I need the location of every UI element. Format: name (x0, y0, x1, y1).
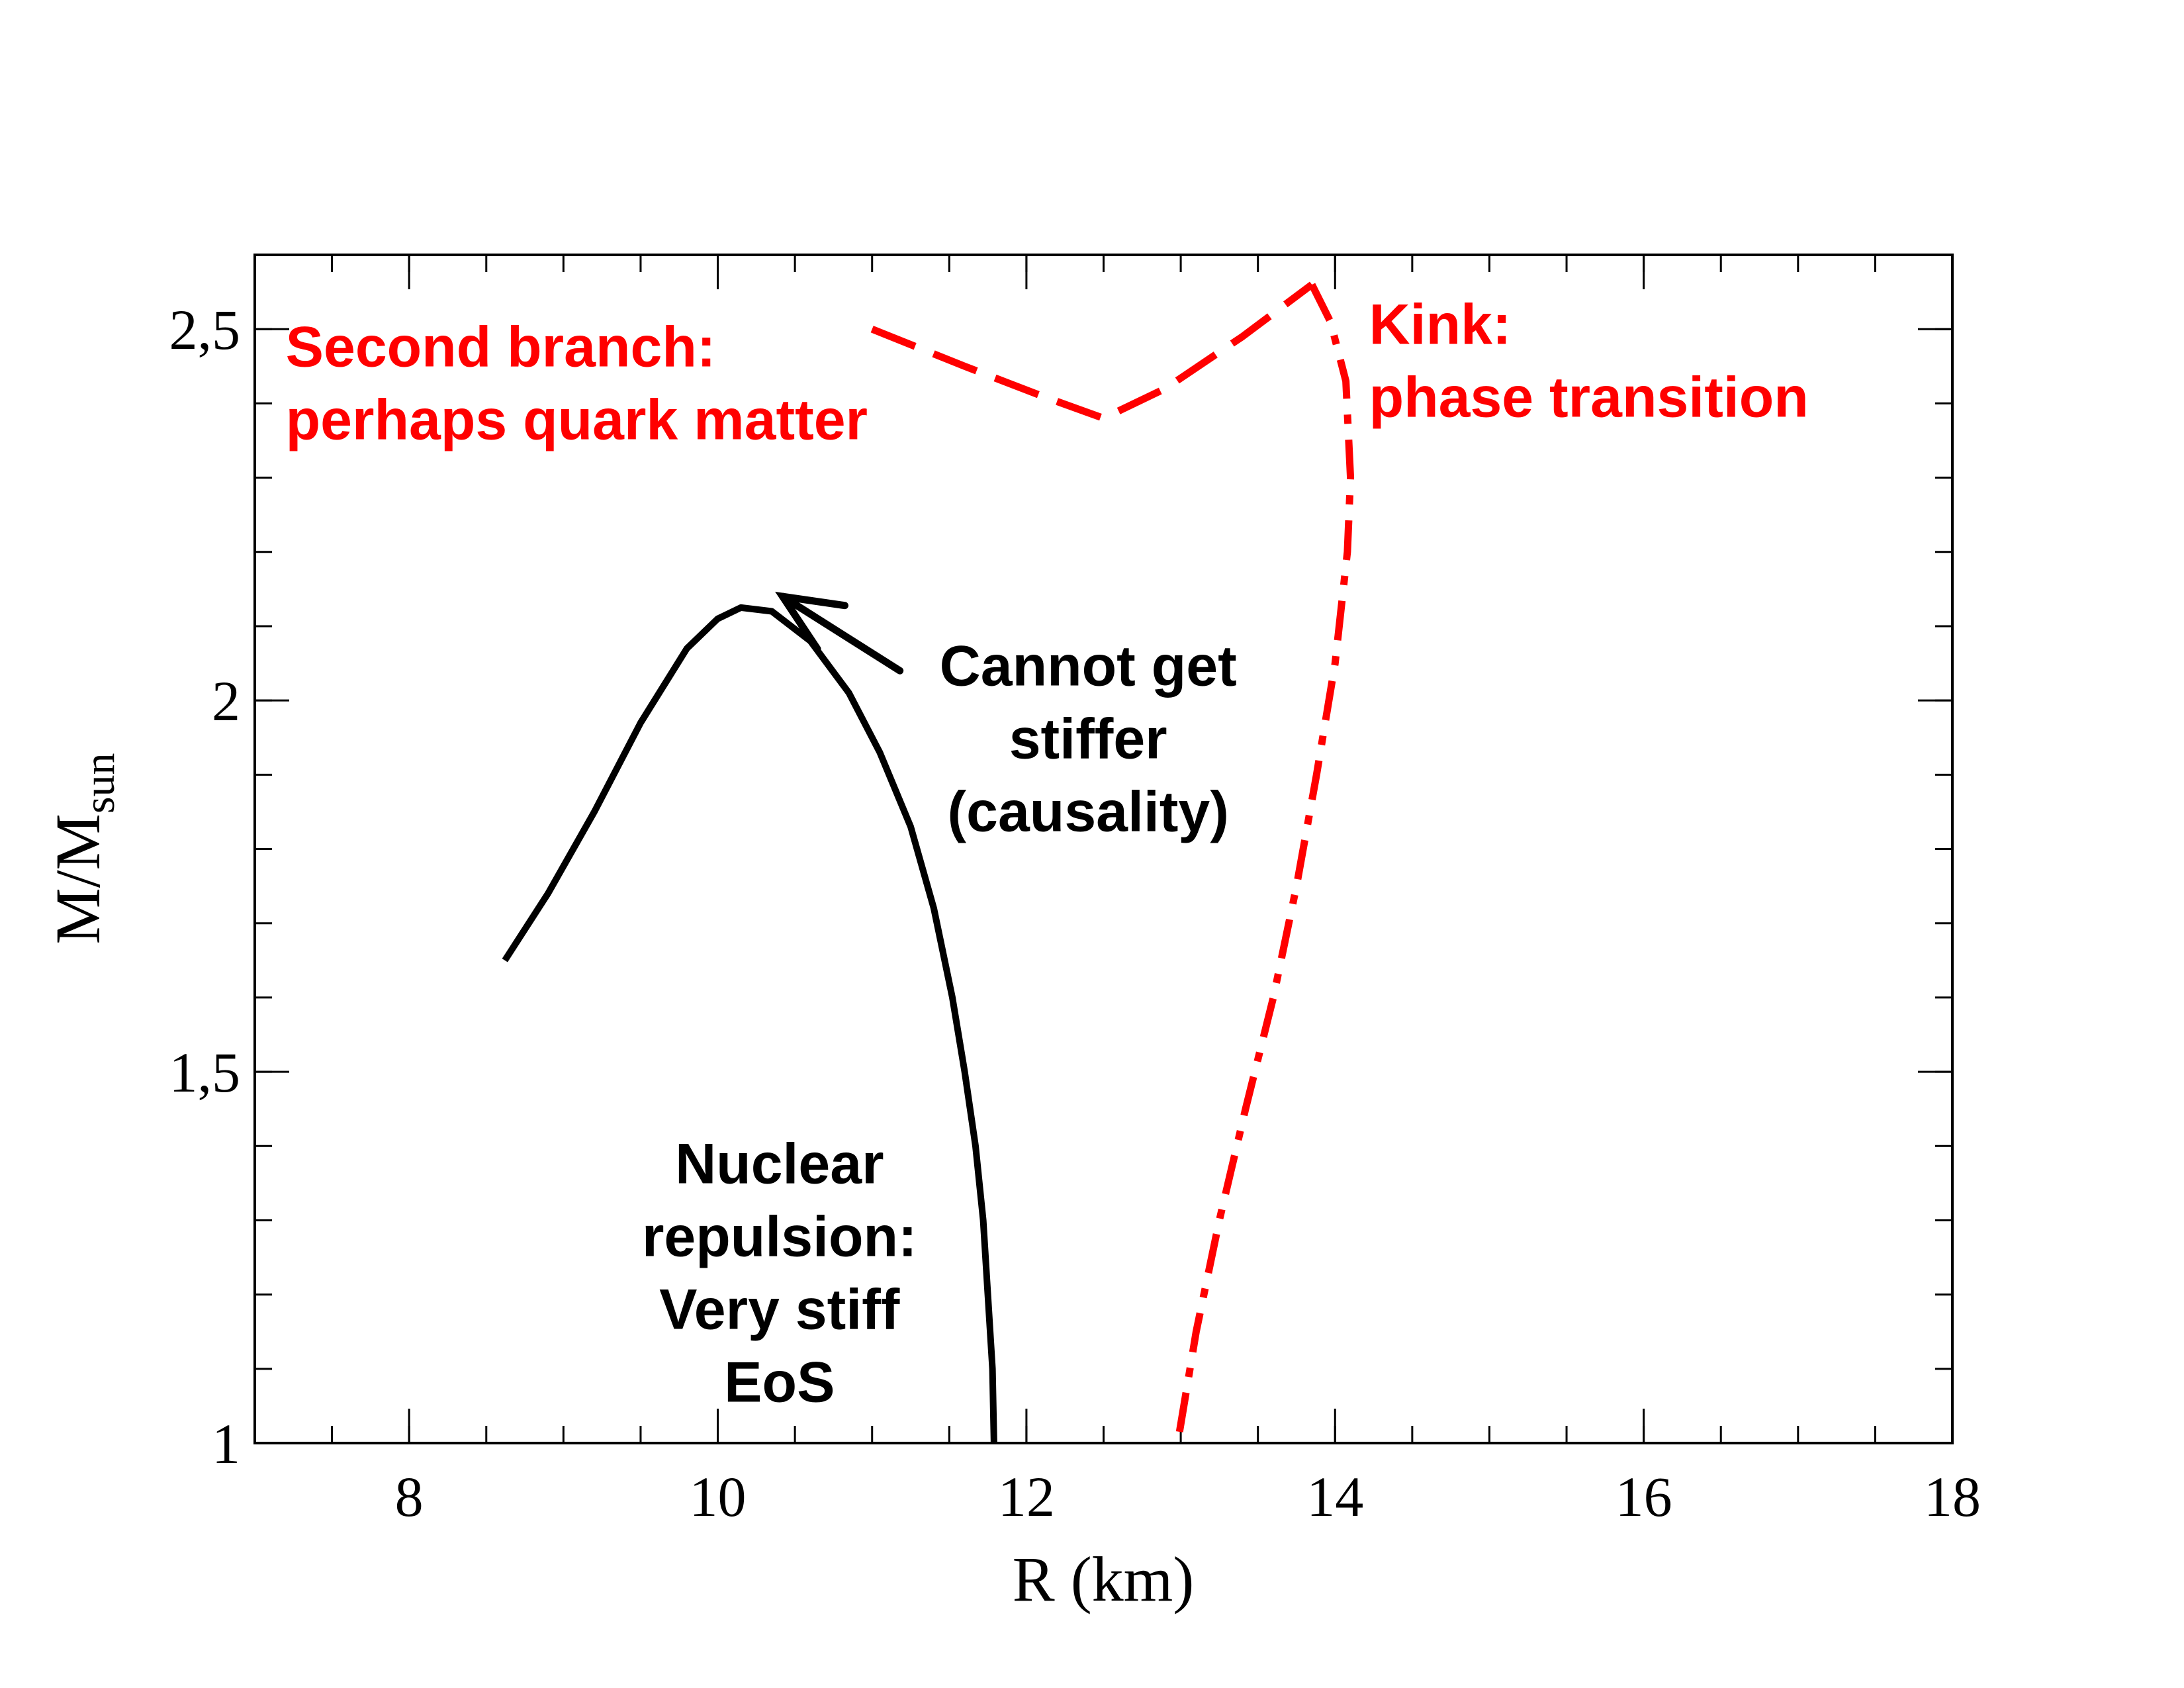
plot-frame (253, 254, 1954, 1444)
annotation-text: Nuclear repulsion: Very stiff EoS (642, 1132, 917, 1414)
annotation-line: repulsion: (642, 1205, 917, 1268)
y-axis-title-main: M/M (42, 814, 113, 944)
series-line-dashdot (1173, 283, 1355, 1444)
tick-labels: 8 10 12 14 16 18 1 1,5 2 2,5 (169, 298, 1981, 1528)
series-line-dashed (870, 281, 1314, 422)
annotation-line: Second branch: (286, 315, 716, 379)
annotation-text: Second branch: perhaps quark matter (286, 315, 868, 451)
annotation-arrow (775, 591, 904, 675)
x-tick-label: 12 (998, 1465, 1055, 1528)
x-tick-label: 16 (1615, 1465, 1672, 1528)
annotation-line: EoS (724, 1350, 835, 1414)
y-tick-label: 2,5 (169, 298, 241, 361)
annotation-line: Very stiff (659, 1278, 900, 1341)
y-tick-label: 1,5 (169, 1041, 241, 1104)
y-tick-label: 2 (212, 669, 240, 733)
series-layer (502, 281, 1355, 1444)
annotation-line: Kink: (1369, 293, 1512, 357)
x-tick-label: 10 (690, 1465, 747, 1528)
x-tick-label: 14 (1306, 1465, 1363, 1528)
y-tick-label: 1 (212, 1412, 240, 1476)
series-line-solid (502, 604, 997, 1444)
annotation-line: phase transition (1369, 366, 1809, 430)
annotation-line: stiffer (1009, 708, 1167, 771)
x-tick-label: 18 (1924, 1465, 1981, 1528)
annotation-line: Cannot get (940, 635, 1237, 698)
y-axis-title-sub: sun (75, 753, 124, 814)
annotation-line: perhaps quark matter (286, 388, 868, 451)
annotation-text: Kink: phase transition (1369, 293, 1809, 430)
annotation-line: (causality) (947, 780, 1228, 844)
annotation-text: Cannot get stiffer (causality) (940, 635, 1237, 844)
annotation-layer: Second branch: perhaps quark matter Kink: p… (286, 293, 1809, 1415)
x-axis-title: R (km) (1013, 1544, 1195, 1615)
annotation-line: Nuclear (675, 1132, 884, 1196)
x-tick-label: 8 (395, 1465, 424, 1528)
y-axis-title: M/Msun (42, 753, 124, 944)
